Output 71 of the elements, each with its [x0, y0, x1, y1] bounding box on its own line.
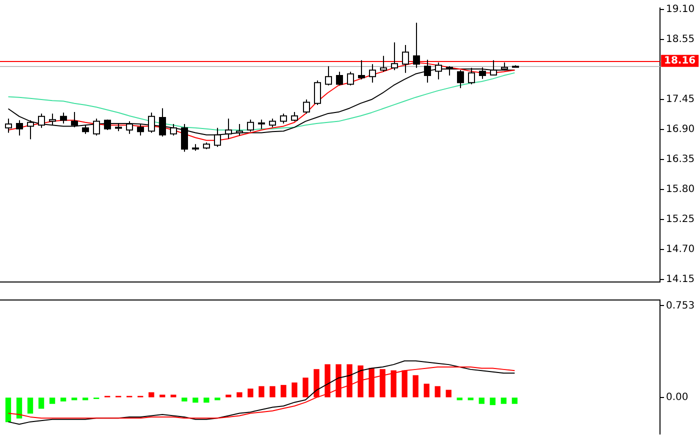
candlestick	[71, 112, 78, 128]
candlestick	[303, 99, 310, 114]
ref-line-label: 18.16	[664, 55, 696, 66]
candlestick	[347, 71, 354, 86]
bar	[490, 398, 496, 406]
bar	[204, 398, 210, 403]
y-tick-label: 17.45	[666, 94, 695, 106]
bar	[214, 398, 220, 400]
bar	[456, 398, 462, 400]
candlestick	[247, 119, 254, 132]
bar	[402, 370, 408, 398]
y-tick-label: 14.70	[666, 244, 695, 255]
candlestick	[104, 119, 111, 131]
bar	[49, 398, 56, 404]
bar	[5, 398, 12, 422]
bar	[148, 392, 154, 398]
y-tick-label: 0.00	[666, 392, 688, 404]
y-tick-label: 19.10	[666, 4, 695, 16]
candlestick	[258, 119, 265, 130]
candlestick	[358, 60, 365, 80]
bar	[236, 392, 242, 398]
bar	[182, 398, 188, 402]
bar	[292, 382, 298, 398]
bar	[16, 398, 22, 418]
candlestick	[16, 120, 23, 136]
candlestick	[380, 55, 387, 72]
bar	[27, 398, 34, 414]
bar	[302, 378, 308, 398]
y-tick-label: 16.90	[666, 124, 695, 136]
bar	[468, 398, 474, 400]
candlestick	[336, 71, 343, 86]
bar	[446, 390, 452, 398]
candlestick	[314, 80, 321, 106]
bar	[248, 388, 254, 398]
bar	[170, 394, 176, 398]
bar	[71, 398, 78, 400]
y-tick-label: 15.80	[666, 184, 695, 195]
bar	[82, 398, 88, 400]
bar	[258, 386, 264, 398]
candlestick	[291, 112, 298, 122]
bar	[314, 369, 320, 398]
bar	[280, 384, 286, 398]
bar	[512, 398, 518, 404]
bar	[500, 398, 506, 404]
candlestick	[5, 118, 12, 134]
bar	[434, 386, 440, 398]
y-tick-label: 14.15	[666, 274, 695, 285]
bar	[412, 375, 418, 398]
candlestick	[280, 113, 287, 124]
candlestick	[49, 113, 56, 126]
bar	[38, 398, 44, 409]
y-tick-label: 15.25	[666, 214, 695, 225]
bar	[60, 398, 66, 402]
y-tick-label: 16.35	[666, 154, 695, 166]
candlestick	[38, 113, 45, 128]
bar	[478, 398, 484, 404]
candlestick	[60, 112, 67, 124]
bar	[424, 384, 430, 398]
bar	[160, 394, 166, 398]
candlestick	[369, 64, 376, 84]
bar	[226, 394, 232, 398]
bar	[380, 369, 386, 398]
y-tick-label: 0.753	[666, 300, 695, 312]
candlestick	[391, 42, 398, 71]
candlestick	[325, 66, 332, 86]
y-tick-label: 18.55	[666, 34, 695, 46]
candlestick	[402, 44, 409, 74]
candlestick	[413, 22, 420, 68]
bar	[270, 386, 276, 398]
bar	[192, 398, 198, 403]
bar	[390, 370, 396, 398]
